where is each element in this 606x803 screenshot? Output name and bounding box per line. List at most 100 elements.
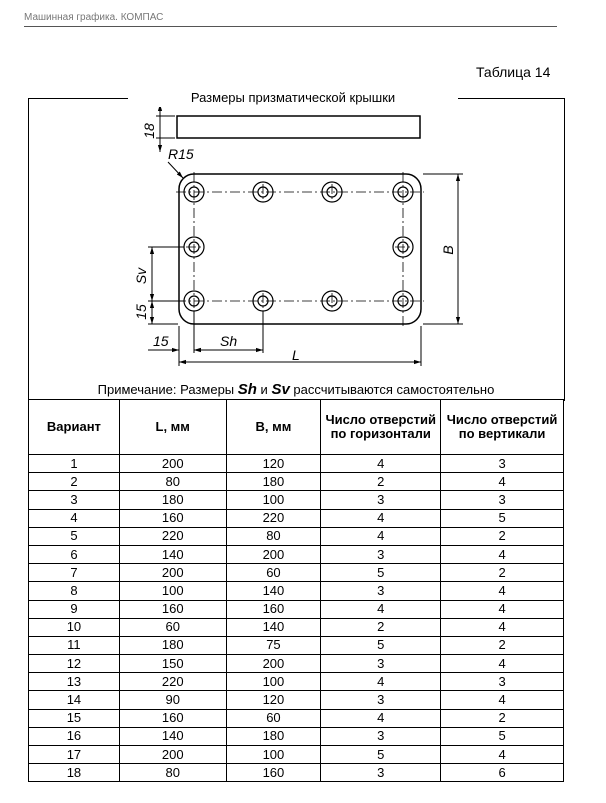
- cell-variant: 3: [28, 490, 120, 510]
- note-and: и: [256, 382, 272, 397]
- cell-variant: 7: [28, 563, 120, 583]
- length-label: L: [292, 347, 300, 363]
- cell-variant: 13: [28, 672, 120, 692]
- cell-length: 160: [118, 708, 227, 728]
- table-row: 15 160 60 4 2: [28, 708, 564, 728]
- cell-holes-horizontal: 4: [320, 672, 442, 692]
- cell-width: 100: [225, 744, 322, 765]
- cell-holes-vertical: 3: [440, 490, 564, 510]
- cell-holes-vertical: 4: [440, 581, 564, 601]
- cell-variant: 12: [28, 654, 120, 674]
- cell-holes-horizontal: 3: [320, 726, 442, 747]
- side-view: [176, 115, 421, 139]
- cell-holes-horizontal: 4: [320, 526, 442, 546]
- cell-variant: 18: [28, 763, 120, 783]
- plate-outline: [178, 173, 422, 325]
- header-length: L, мм: [118, 399, 227, 455]
- sv-label: Sv: [133, 267, 149, 284]
- cell-holes-horizontal: 3: [320, 763, 442, 783]
- table-number: Таблица 14: [476, 64, 551, 80]
- cell-holes-vertical: 4: [440, 744, 564, 765]
- variants-table: Вариант L, мм B, мм Число отверстий по г…: [28, 399, 564, 783]
- header-variant: Вариант: [28, 399, 120, 455]
- cell-holes-vertical: 4: [440, 654, 564, 674]
- cell-holes-horizontal: 4: [320, 599, 442, 619]
- cell-holes-vertical: 4: [440, 690, 564, 710]
- header-width: B, мм: [225, 399, 322, 455]
- width-label: B: [440, 245, 456, 254]
- table-row: 12 150 200 3 4: [28, 654, 564, 674]
- cell-holes-horizontal: 5: [320, 635, 442, 656]
- cell-holes-horizontal: 5: [320, 563, 442, 583]
- table-row: 10 60 140 2 4: [28, 617, 564, 637]
- cell-holes-vertical: 2: [440, 708, 564, 728]
- cell-width: 180: [225, 472, 322, 492]
- cell-variant: 1: [28, 453, 120, 474]
- cell-width: 75: [225, 635, 322, 656]
- document-header: Машинная графика. КОМПАС: [24, 12, 164, 23]
- cell-length: 180: [118, 490, 227, 510]
- cell-holes-horizontal: 2: [320, 617, 442, 637]
- header-holes-horizontal: Число отверстий по горизонтали: [320, 399, 442, 455]
- table-row: 17 200 100 5 4: [28, 744, 564, 765]
- cell-variant: 14: [28, 690, 120, 710]
- edge-h-label: 15: [153, 333, 169, 349]
- cell-holes-horizontal: 3: [320, 581, 442, 601]
- cell-holes-horizontal: 3: [320, 490, 442, 510]
- cell-variant: 9: [28, 599, 120, 619]
- cell-variant: 17: [28, 744, 120, 765]
- table-row: 8 100 140 3 4: [28, 581, 564, 601]
- cell-holes-vertical: 5: [440, 726, 564, 747]
- cell-holes-horizontal: 4: [320, 708, 442, 728]
- cell-width: 180: [225, 726, 322, 747]
- cell-width: 100: [225, 490, 322, 510]
- cell-variant: 11: [28, 635, 120, 656]
- note-prefix: Примечание: Размеры: [97, 382, 238, 397]
- cell-holes-vertical: 2: [440, 526, 564, 546]
- cell-length: 60: [118, 617, 227, 637]
- cell-length: 140: [118, 726, 227, 747]
- cell-width: 200: [225, 654, 322, 674]
- cell-length: 90: [118, 690, 227, 710]
- cell-holes-horizontal: 2: [320, 472, 442, 492]
- cell-width: 60: [225, 563, 322, 583]
- cell-holes-vertical: 4: [440, 617, 564, 637]
- radius-label: R15: [168, 146, 194, 162]
- cell-variant: 4: [28, 508, 120, 528]
- table-row: 9 160 160 4 4: [28, 599, 564, 619]
- table-row: 2 80 180 2 4: [28, 472, 564, 492]
- table-row: 16 140 180 3 5: [28, 726, 564, 747]
- cell-length: 160: [118, 508, 227, 528]
- cell-length: 200: [118, 744, 227, 765]
- cell-length: 220: [118, 672, 227, 692]
- cell-holes-vertical: 2: [440, 635, 564, 656]
- thickness-label: 18: [141, 123, 157, 139]
- table-row: 5 220 80 4 2: [28, 526, 564, 546]
- cell-width: 80: [225, 526, 322, 546]
- table-header-row: Вариант L, мм B, мм Число отверстий по г…: [28, 399, 564, 455]
- cell-length: 220: [118, 526, 227, 546]
- cell-width: 160: [225, 763, 322, 783]
- cell-length: 180: [118, 635, 227, 656]
- note-sv: Sv: [271, 381, 290, 398]
- table-row: 1 200 120 4 3: [28, 453, 564, 474]
- cell-variant: 2: [28, 472, 120, 492]
- cell-holes-vertical: 3: [440, 453, 564, 474]
- cell-variant: 10: [28, 617, 120, 637]
- cell-holes-horizontal: 3: [320, 544, 442, 565]
- table-row: 6 140 200 3 4: [28, 544, 564, 565]
- table-row: 3 180 100 3 3: [28, 490, 564, 510]
- cell-holes-vertical: 4: [440, 599, 564, 619]
- cell-holes-vertical: 4: [440, 472, 564, 492]
- cell-length: 150: [118, 654, 227, 674]
- note-suffix: рассчитываются самостоятельно: [289, 382, 495, 397]
- cell-holes-vertical: 6: [440, 763, 564, 783]
- header-divider: [24, 26, 557, 27]
- cell-width: 140: [225, 617, 322, 637]
- header-holes-vertical: Число отверстий по вертикали: [440, 399, 564, 455]
- table-row: 7 200 60 5 2: [28, 563, 564, 583]
- hole-pattern: [183, 181, 414, 312]
- cell-length: 80: [118, 763, 227, 783]
- cell-variant: 15: [28, 708, 120, 728]
- cell-holes-horizontal: 4: [320, 508, 442, 528]
